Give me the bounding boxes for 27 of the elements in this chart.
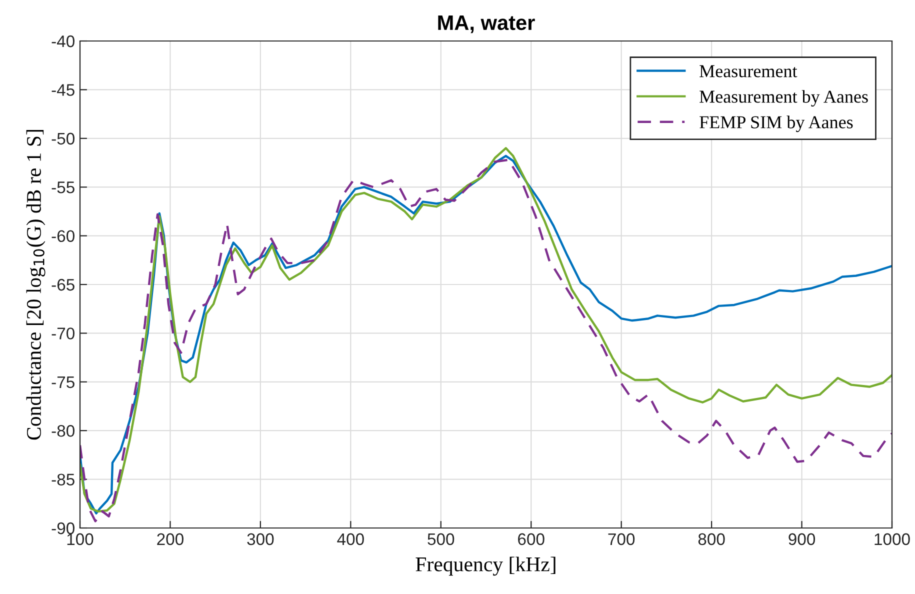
y-tick-label: -60	[52, 230, 74, 242]
y-tick-label: -40	[52, 35, 74, 48]
y-tick-label: -80	[52, 425, 74, 437]
chart-title: MA, water	[438, 16, 535, 34]
y-tick-label: -65	[52, 278, 74, 291]
y-tick-label: -70	[52, 328, 74, 340]
x-tick-label: 800	[698, 533, 725, 546]
x-axis-title: Frequency [kHz]	[416, 556, 556, 576]
legend-label: Measurement	[700, 65, 798, 78]
x-tick-label: 600	[518, 533, 544, 546]
y-tick-label: -85	[52, 474, 74, 486]
y-tick-label: -55	[52, 182, 74, 194]
legend-label: FEMP SIM by Aanes	[700, 116, 853, 132]
y-tick-label: -50	[52, 132, 74, 145]
y-axis-title: Conductance [20 log$_{10}$(G) dB re 1 S]	[26, 130, 46, 440]
x-tick-label: 300	[247, 533, 274, 546]
x-tick-label: 200	[157, 533, 184, 546]
x-tick-label: 400	[337, 533, 364, 546]
y-tick-label: -45	[52, 84, 74, 96]
x-tick-label: 1000	[874, 533, 910, 546]
y-tick-label: -90	[52, 522, 74, 534]
y-tick-label: -75	[52, 376, 74, 388]
x-tick-label: 700	[608, 533, 635, 546]
x-tick-label: 100	[67, 533, 94, 546]
x-tick-label: 900	[788, 533, 816, 546]
legend-label: Measurement by Aanes	[700, 90, 868, 107]
x-tick-label: 500	[428, 533, 454, 546]
